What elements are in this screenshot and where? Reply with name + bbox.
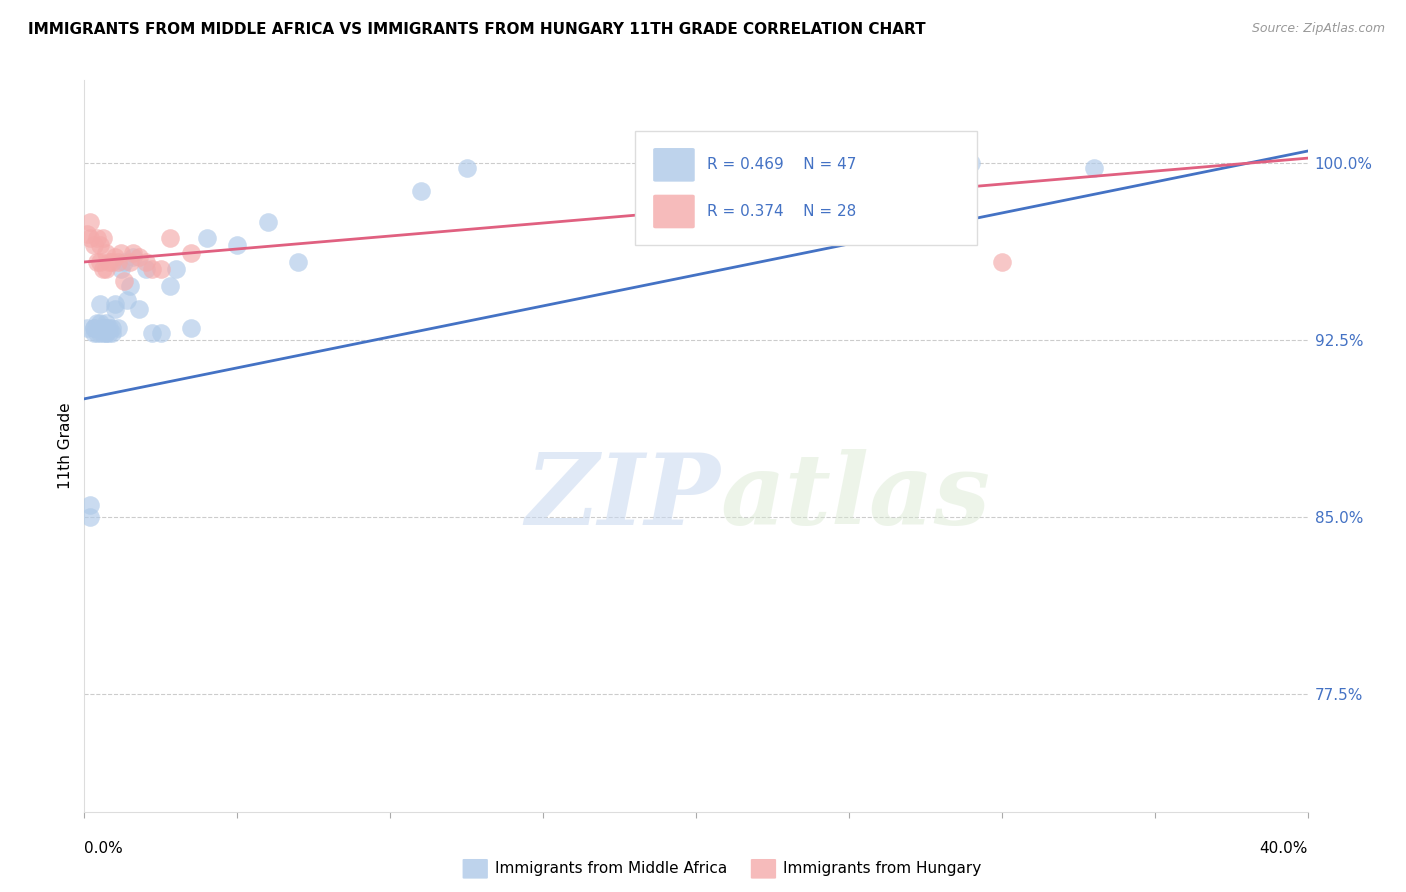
Point — [94, 245, 117, 260]
Text: R = 0.469    N = 47: R = 0.469 N = 47 — [707, 157, 856, 172]
Point — [159, 278, 181, 293]
Point — [86, 316, 108, 330]
Point — [120, 255, 142, 269]
Point — [112, 274, 135, 288]
Point — [83, 326, 105, 340]
Point — [94, 262, 117, 277]
Point — [226, 238, 249, 252]
Point — [409, 184, 432, 198]
Point — [86, 255, 108, 269]
Point — [128, 250, 150, 264]
Point — [141, 262, 163, 277]
FancyBboxPatch shape — [654, 148, 695, 182]
Point — [257, 215, 280, 229]
Point — [1083, 161, 1105, 175]
Point — [104, 302, 127, 317]
Point — [159, 231, 181, 245]
Point — [122, 245, 145, 260]
Point — [960, 156, 983, 170]
Point — [91, 321, 114, 335]
Point — [128, 302, 150, 317]
Point — [91, 321, 114, 335]
Point — [97, 255, 120, 269]
Point — [110, 262, 132, 277]
Point — [110, 245, 132, 260]
Text: R = 0.374    N = 28: R = 0.374 N = 28 — [707, 204, 856, 219]
Point — [101, 326, 124, 340]
Point — [456, 161, 478, 175]
Point — [97, 321, 120, 335]
Point — [165, 262, 187, 277]
Text: Immigrants from Hungary: Immigrants from Hungary — [783, 862, 981, 876]
Point — [91, 326, 114, 340]
Point — [79, 509, 101, 524]
Point — [89, 297, 111, 311]
Point — [89, 316, 111, 330]
Point — [97, 326, 120, 340]
Point — [91, 262, 114, 277]
Point — [86, 231, 108, 245]
Point — [94, 326, 117, 340]
Point — [180, 245, 202, 260]
Point — [195, 231, 218, 245]
Point — [94, 316, 117, 330]
Point — [76, 227, 98, 241]
Point — [89, 326, 111, 340]
Point — [79, 231, 101, 245]
Point — [716, 156, 738, 170]
Point — [149, 326, 172, 340]
Point — [135, 255, 157, 269]
Point — [91, 321, 114, 335]
Point — [94, 321, 117, 335]
Point — [122, 250, 145, 264]
Point — [83, 238, 105, 252]
Text: 40.0%: 40.0% — [1260, 841, 1308, 856]
Point — [120, 278, 142, 293]
Point — [89, 255, 111, 269]
Y-axis label: 11th Grade: 11th Grade — [58, 402, 73, 490]
Point — [107, 255, 129, 269]
Point — [101, 255, 124, 269]
Text: Source: ZipAtlas.com: Source: ZipAtlas.com — [1251, 22, 1385, 36]
Point — [86, 326, 108, 340]
Point — [115, 293, 138, 307]
Point — [141, 326, 163, 340]
Point — [94, 326, 117, 340]
Point — [76, 321, 98, 335]
Point — [79, 215, 101, 229]
Text: ZIP: ZIP — [526, 449, 720, 545]
Point — [101, 321, 124, 335]
Point — [149, 262, 172, 277]
Point — [83, 321, 105, 335]
Point — [91, 231, 114, 245]
Point — [180, 321, 202, 335]
Point — [135, 262, 157, 277]
Text: 0.0%: 0.0% — [84, 841, 124, 856]
Point — [94, 321, 117, 335]
Text: IMMIGRANTS FROM MIDDLE AFRICA VS IMMIGRANTS FROM HUNGARY 11TH GRADE CORRELATION : IMMIGRANTS FROM MIDDLE AFRICA VS IMMIGRA… — [28, 22, 925, 37]
FancyBboxPatch shape — [654, 194, 695, 228]
Point — [89, 238, 111, 252]
FancyBboxPatch shape — [636, 131, 977, 245]
Text: Immigrants from Middle Africa: Immigrants from Middle Africa — [495, 862, 727, 876]
Point — [83, 321, 105, 335]
Text: atlas: atlas — [720, 449, 990, 545]
Point — [112, 255, 135, 269]
Point — [104, 250, 127, 264]
Point — [107, 321, 129, 335]
Point — [79, 498, 101, 512]
Point — [104, 297, 127, 311]
Point — [287, 255, 309, 269]
Point — [991, 255, 1014, 269]
